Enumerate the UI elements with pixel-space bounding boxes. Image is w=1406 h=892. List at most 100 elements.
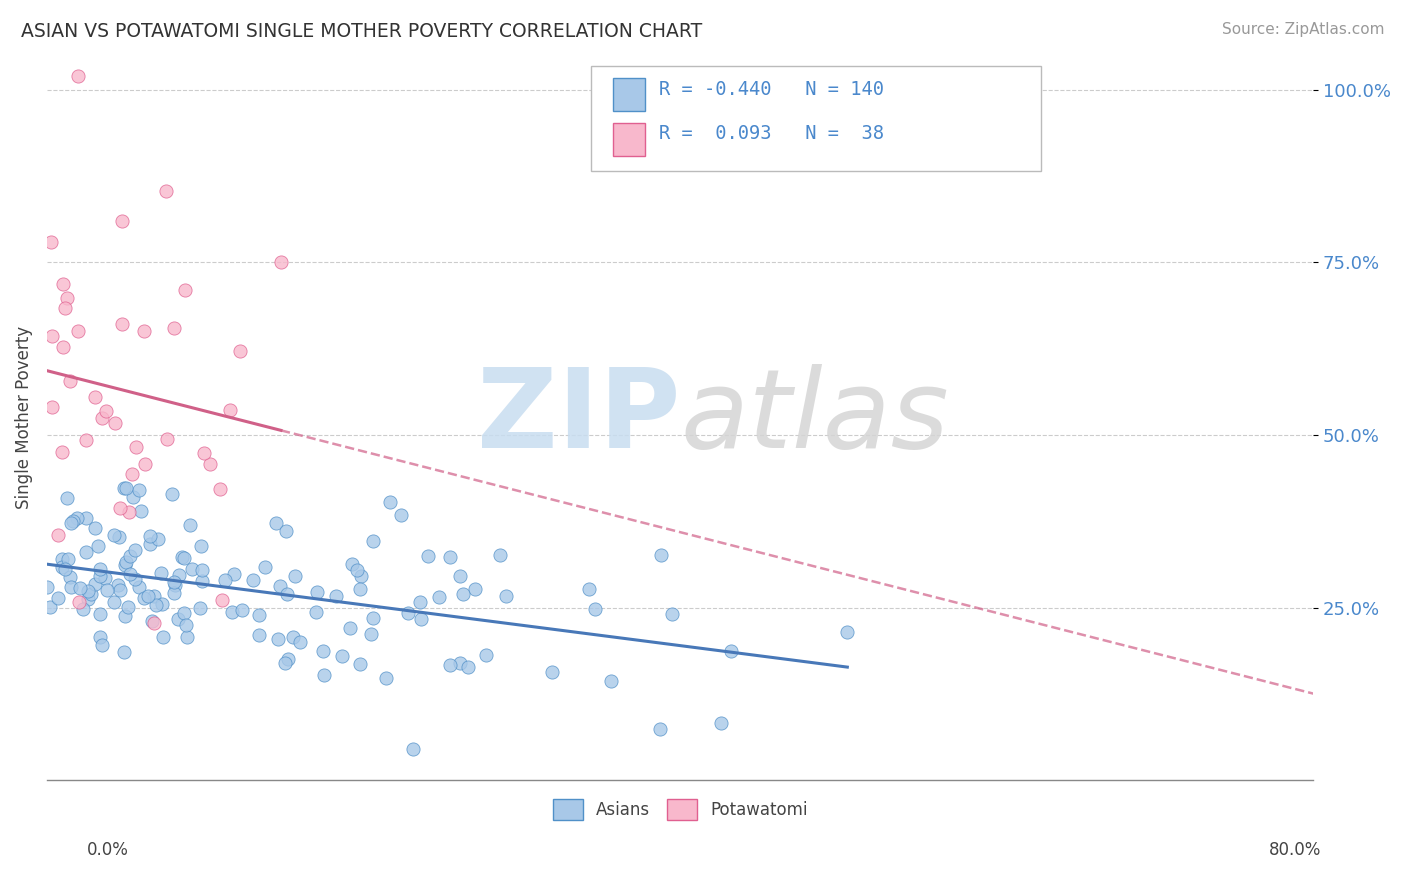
Point: [121, 491, 143, 505]
Point: [77, 592, 100, 607]
Point: [110, 583, 132, 598]
Point: [89, 562, 111, 576]
Point: [583, 601, 606, 615]
Text: R =  0.093   N =  38: R = 0.093 N = 38: [658, 124, 883, 143]
Point: [396, 606, 419, 620]
Point: [132, 591, 155, 606]
Point: [475, 648, 498, 663]
Point: [221, 606, 243, 620]
Point: [464, 582, 486, 597]
Point: [418, 549, 440, 563]
Point: [124, 573, 146, 587]
Point: [118, 505, 141, 519]
Point: [52, 277, 75, 292]
Point: [84, 577, 107, 591]
Point: [62, 514, 84, 528]
Point: [51, 552, 73, 566]
FancyBboxPatch shape: [613, 78, 644, 111]
Point: [361, 611, 384, 625]
Point: [75, 544, 97, 558]
Point: [489, 548, 512, 562]
Point: [51, 560, 73, 574]
Point: [155, 184, 177, 198]
Point: [242, 573, 264, 587]
Point: [69, 581, 91, 595]
Point: [270, 255, 292, 269]
Text: ZIP: ZIP: [477, 364, 681, 471]
Point: [67, 69, 90, 83]
Point: [96, 582, 118, 597]
Point: [167, 568, 190, 582]
Point: [349, 582, 371, 596]
Point: [264, 516, 287, 531]
Point: [163, 575, 186, 590]
Point: [578, 582, 600, 597]
Point: [330, 648, 353, 663]
Point: [104, 416, 127, 430]
Point: [457, 659, 479, 673]
Point: [209, 482, 232, 496]
Point: [134, 324, 156, 338]
Point: [51, 444, 73, 458]
FancyBboxPatch shape: [592, 66, 1040, 171]
Point: [120, 549, 142, 563]
Point: [231, 603, 253, 617]
Point: [75, 433, 97, 447]
Point: [219, 402, 242, 417]
Point: [124, 542, 146, 557]
Point: [710, 716, 733, 731]
Point: [193, 446, 215, 460]
Point: [288, 635, 311, 649]
Point: [37, 580, 59, 594]
Point: [167, 612, 190, 626]
Point: [163, 578, 186, 592]
Point: [174, 283, 197, 297]
Point: [59, 374, 82, 388]
Point: [350, 569, 373, 583]
Point: [439, 657, 461, 672]
Point: [91, 638, 114, 652]
Point: [191, 563, 214, 577]
Point: [361, 533, 384, 548]
Point: [720, 644, 742, 658]
Point: [87, 539, 110, 553]
Point: [59, 516, 82, 530]
Point: [374, 671, 396, 685]
Point: [188, 600, 211, 615]
Point: [139, 537, 162, 551]
Point: [41, 329, 63, 343]
Point: [108, 500, 131, 515]
Point: [66, 511, 89, 525]
Point: [276, 587, 298, 601]
Point: [281, 631, 304, 645]
Point: [41, 401, 63, 415]
Point: [277, 652, 299, 666]
Point: [121, 467, 143, 481]
Point: [114, 555, 136, 569]
Point: [495, 589, 517, 603]
Point: [84, 521, 107, 535]
Point: [389, 508, 412, 522]
Point: [449, 656, 471, 670]
Point: [67, 324, 90, 338]
Point: [150, 597, 173, 611]
Point: [172, 549, 194, 564]
Point: [39, 235, 62, 249]
Point: [75, 510, 97, 524]
Point: [439, 549, 461, 564]
Point: [46, 591, 69, 606]
Text: atlas: atlas: [681, 364, 949, 471]
Point: [125, 440, 148, 454]
Point: [114, 608, 136, 623]
Text: Source: ZipAtlas.com: Source: ZipAtlas.com: [1222, 22, 1385, 37]
Point: [156, 432, 179, 446]
Point: [179, 517, 201, 532]
Point: [56, 291, 79, 305]
Point: [89, 569, 111, 583]
Point: [229, 344, 252, 359]
Point: [59, 580, 82, 594]
Point: [118, 566, 141, 581]
Point: [214, 574, 236, 588]
Point: [107, 578, 129, 592]
Point: [72, 602, 94, 616]
